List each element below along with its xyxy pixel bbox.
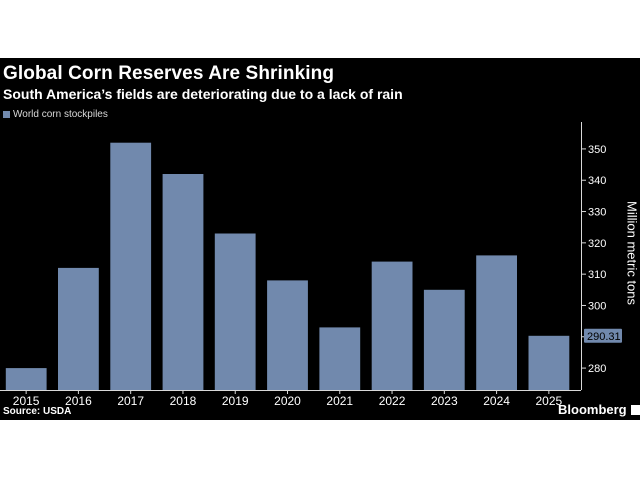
bar-2017 <box>110 142 152 390</box>
x-tick-label-2024: 2024 <box>483 394 510 408</box>
y-tick-label-330: 330 <box>588 207 606 219</box>
chart-title: Global Corn Reserves Are Shrinking <box>3 63 335 84</box>
x-tick-label-2022: 2022 <box>379 394 406 408</box>
y-tick-label-300: 300 <box>588 300 606 312</box>
x-tick-label-2018: 2018 <box>170 394 197 408</box>
y-axis-label: Million metric tons <box>624 200 640 306</box>
bar-2016 <box>58 267 99 390</box>
last-value-label: 290.31 <box>587 331 621 343</box>
legend: World corn stockpiles <box>3 109 108 120</box>
x-tick-label-2015: 2015 <box>13 394 40 408</box>
x-tick-label-2021: 2021 <box>326 394 353 408</box>
x-tick-label-2017: 2017 <box>117 394 144 408</box>
bar-2015 <box>5 368 47 390</box>
x-tick-label-2023: 2023 <box>431 394 458 408</box>
bloomberg-terminal-icon <box>630 404 640 415</box>
chart-subtitle: South America’s fields are deteriorating… <box>3 86 403 102</box>
y-tick-label-310: 310 <box>588 269 606 281</box>
brand-name: Bloomberg <box>558 402 627 417</box>
y-tick-label-350: 350 <box>588 144 606 156</box>
bar-2020 <box>267 280 308 390</box>
x-tick-label-2020: 2020 <box>274 394 301 408</box>
x-tick-label-2019: 2019 <box>222 394 249 408</box>
brand-logo: Bloomberg <box>558 402 640 417</box>
bar-2024 <box>476 255 517 390</box>
bar-2025 <box>528 335 570 390</box>
bar-2022 <box>371 261 413 390</box>
y-tick-label-320: 320 <box>588 238 606 250</box>
x-tick-label-2016: 2016 <box>65 394 92 408</box>
y-tick-label-280: 280 <box>588 363 606 375</box>
source-note: Source: USDA <box>3 406 72 417</box>
legend-label: World corn stockpiles <box>13 109 108 120</box>
bar-2019 <box>214 233 256 390</box>
bar-2018 <box>162 174 204 390</box>
last-value-box <box>584 328 622 343</box>
bar-2023 <box>423 289 465 390</box>
x-tick-label-2025: 2025 <box>536 394 563 408</box>
y-tick-label-340: 340 <box>588 175 606 187</box>
legend-swatch <box>3 111 10 118</box>
bar-2021 <box>319 327 361 390</box>
